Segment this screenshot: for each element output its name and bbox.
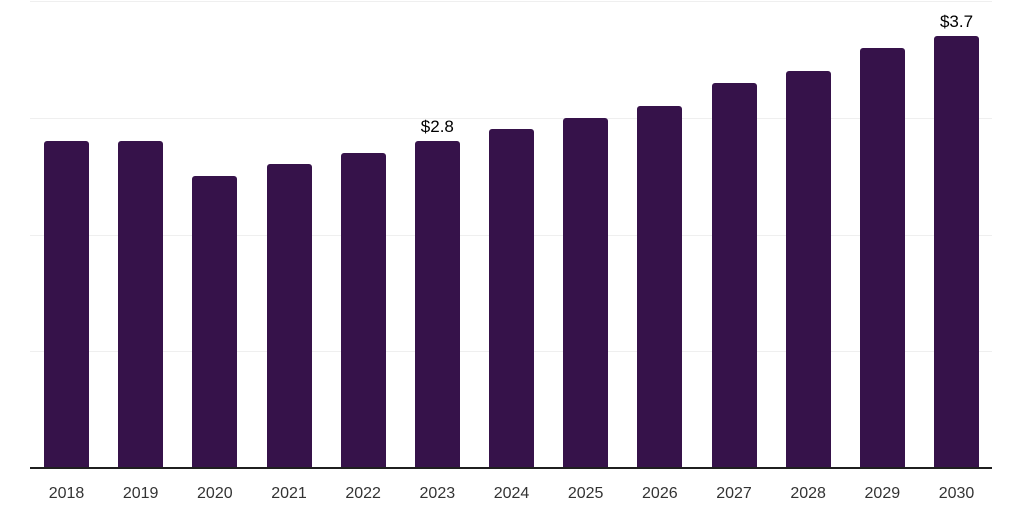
x-tick-label-2019: 2019: [122, 485, 159, 502]
gridline: [30, 1, 992, 2]
x-tick-label-2021: 2021: [271, 485, 307, 502]
bar-2025: [563, 117, 609, 468]
x-tick-label-2018: 2018: [48, 485, 85, 502]
bar-2028: [785, 71, 831, 468]
bar-2030: [934, 36, 979, 468]
x-tick-label-2030: 2030: [938, 485, 975, 502]
data-label-2030: $3.7: [939, 12, 974, 32]
x-tick-label-2026: 2026: [642, 485, 678, 502]
x-tick-label-2029: 2029: [864, 485, 901, 502]
bar-2022: [340, 152, 386, 468]
bar-2019: [118, 141, 164, 468]
gridline: [30, 118, 992, 119]
data-label-2023: $2.8: [420, 117, 454, 137]
bar-2020: [192, 176, 238, 468]
bar-2021: [266, 164, 312, 468]
bar-2026: [637, 106, 683, 468]
x-tick-label-2020: 2020: [197, 485, 233, 502]
bar-2027: [711, 82, 757, 468]
x-axis-line: [30, 467, 992, 469]
bar-2018: [44, 141, 89, 468]
x-tick-label-2027: 2027: [716, 485, 752, 502]
x-tick-label-2025: 2025: [567, 485, 604, 502]
bar-2023: [414, 141, 460, 468]
x-tick-label-2023: 2023: [419, 485, 456, 502]
bar-2024: [489, 129, 534, 468]
x-tick-label-2022: 2022: [345, 485, 381, 502]
bar-2029: [859, 47, 905, 468]
x-tick-label-2024: 2024: [493, 485, 530, 502]
x-tick-label-2028: 2028: [790, 485, 826, 502]
